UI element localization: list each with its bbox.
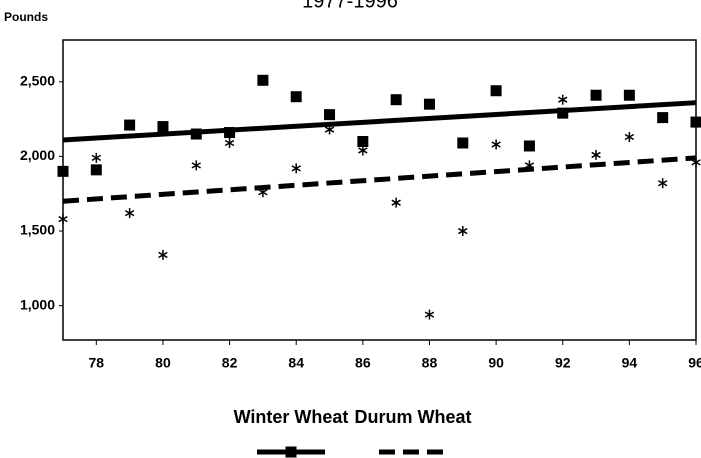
star-marker [524,160,535,171]
y-tick-label: 1,500 [20,222,55,238]
star-marker [691,157,701,168]
star-marker [558,94,568,105]
square-marker [90,164,102,176]
y-tick-label: 2,500 [20,72,55,88]
x-tick-label: 90 [488,355,504,371]
legend-marker [285,446,297,458]
x-tick-label: 82 [222,355,238,371]
star-marker [91,152,102,163]
x-tick-label: 92 [555,355,571,371]
plot-frame [62,39,697,341]
star-marker [224,137,235,148]
star-marker [324,124,335,135]
x-tick-label: 78 [89,355,105,371]
y-tick-label: 1,000 [20,296,55,312]
square-marker [457,137,469,149]
square-marker [190,128,202,140]
x-tick-label: 86 [355,355,371,371]
y-axis-label: Pounds [4,10,48,24]
square-marker [423,98,435,110]
square-marker [390,94,402,106]
x-tick-label: 96 [688,355,701,371]
star-marker [358,145,368,156]
square-marker [690,116,701,128]
square-marker [590,89,602,101]
x-tick-label: 84 [288,355,304,371]
star-marker [657,178,668,189]
square-marker [224,127,236,139]
star-marker [491,139,501,150]
square-marker [523,140,535,152]
x-tick-label: 88 [422,355,438,371]
square-marker [657,112,669,124]
star-marker [591,149,601,160]
star-marker [191,160,201,171]
square-marker [257,74,269,86]
star-marker [458,226,468,237]
square-marker [57,165,69,177]
x-tick-label: 94 [622,355,638,371]
star-marker [624,132,635,143]
trend-line [62,155,697,204]
star-marker [424,309,435,320]
chart-title: 1977-1996 [302,0,398,12]
star-marker [291,163,301,174]
y-tick-label: 2,000 [20,147,55,163]
square-marker [124,119,136,131]
square-marker [490,85,502,97]
square-marker [357,135,369,147]
star-marker [124,208,135,219]
legend-label: Winter Wheat [234,407,349,427]
trend-line [62,100,697,143]
square-marker [324,109,336,121]
square-marker [623,89,635,101]
square-marker [290,91,302,103]
star-marker [158,249,168,260]
x-tick-label: 80 [155,355,171,371]
square-marker [557,107,569,119]
legend-label: Durum Wheat [355,407,472,427]
star-marker [58,214,68,225]
star-marker [391,197,401,208]
square-marker [157,121,169,133]
star-marker [258,187,268,198]
